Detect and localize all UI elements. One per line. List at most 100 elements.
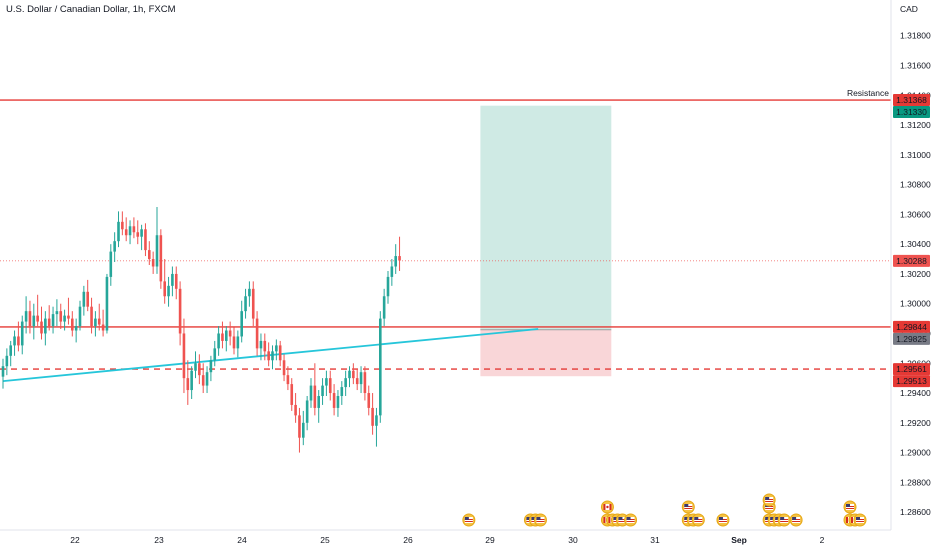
candle (336, 390, 340, 417)
resistance-label: Resistance (847, 88, 889, 98)
flag-canton (694, 517, 699, 520)
candle-body (51, 314, 55, 327)
price-label: 1.29825 (893, 332, 930, 345)
event-marker[interactable] (789, 513, 803, 527)
candle (159, 229, 163, 289)
candle (390, 259, 394, 286)
candle (198, 354, 201, 385)
event-marker[interactable] (843, 500, 867, 527)
candle (105, 273, 109, 334)
candle (36, 294, 39, 327)
candle (5, 348, 9, 376)
candle (13, 330, 16, 356)
event-marker[interactable] (462, 513, 476, 527)
candle-body (213, 348, 217, 361)
event-marker[interactable] (600, 500, 629, 527)
candle-body (282, 360, 286, 376)
flag-canton (765, 517, 770, 520)
candle (248, 281, 251, 307)
flag-band (608, 517, 611, 523)
trendline-layer[interactable] (2, 328, 539, 383)
candle (344, 370, 347, 397)
flag-us-icon (716, 513, 730, 527)
candle-body (9, 345, 12, 356)
time-tick: Sep (731, 535, 747, 545)
candle-body (359, 372, 363, 385)
candle-body (97, 318, 101, 325)
candle (267, 342, 270, 367)
flag-leaf (606, 505, 609, 509)
candle (302, 410, 305, 446)
flag-us-icon (691, 513, 705, 527)
candle (97, 303, 101, 331)
candle (232, 327, 236, 355)
candle-body (201, 375, 205, 386)
price-label-bg (893, 363, 930, 376)
candle (244, 288, 247, 319)
price-tick: 1.30600 (900, 209, 931, 219)
chart-title: U.S. Dollar / Canadian Dollar, 1h, FXCM (6, 4, 176, 15)
time-axis[interactable]: 22 23 24 25 26 29 30 31 Sep 2 (70, 535, 824, 545)
price-tick: 1.31200 (900, 120, 931, 130)
time-tick: 22 (70, 535, 80, 545)
candle-body (332, 393, 336, 408)
candle-body (101, 324, 105, 331)
event-marker[interactable] (762, 493, 791, 527)
candle (367, 385, 371, 416)
candle-body (248, 288, 251, 297)
price-label-bg (893, 332, 930, 345)
economic-events[interactable] (462, 493, 867, 527)
candle-body (132, 226, 136, 233)
price-tick: 1.29000 (900, 448, 931, 458)
candle (240, 300, 243, 343)
price-label-bg (893, 254, 930, 267)
flag-ca-icon (600, 500, 614, 514)
candle (328, 370, 332, 401)
time-tick: 30 (568, 535, 578, 545)
candle (63, 309, 66, 331)
candle-body (67, 315, 70, 319)
candle (82, 285, 86, 316)
candle-body (40, 321, 43, 334)
candle-body (155, 235, 159, 267)
price-label-text: 1.29825 (896, 334, 927, 344)
candle (263, 333, 267, 361)
flag-us-icon (624, 513, 638, 527)
candle-body (121, 221, 124, 230)
candle-body (352, 370, 355, 379)
candle (213, 340, 217, 367)
candle-body (63, 315, 66, 322)
price-label-bg (893, 106, 930, 119)
flag-canton (780, 517, 785, 520)
price-tick: 1.31600 (900, 61, 931, 71)
candle-body (32, 315, 36, 327)
candle (121, 211, 124, 236)
candle (382, 288, 386, 327)
candle-body (205, 372, 209, 386)
candle (394, 244, 397, 274)
candle (275, 339, 278, 361)
candle (228, 321, 232, 346)
candle-body (244, 296, 247, 312)
flag-canton (846, 504, 850, 507)
flag-canton (526, 517, 531, 520)
candle-body (140, 229, 143, 237)
event-marker[interactable] (624, 513, 638, 527)
candle-body (198, 363, 201, 376)
candle (290, 378, 294, 411)
candle (151, 251, 155, 274)
candle-body (167, 285, 170, 297)
candle-body (1, 366, 5, 377)
candle (359, 366, 363, 394)
position-tool[interactable] (480, 105, 612, 377)
candle-body (267, 351, 270, 361)
candle-body (20, 321, 24, 346)
event-marker[interactable] (681, 500, 705, 527)
candle (55, 299, 59, 327)
candle (305, 396, 309, 431)
event-marker[interactable] (716, 513, 730, 527)
event-marker[interactable] (523, 513, 547, 527)
candle (182, 318, 186, 394)
candle-body (174, 273, 178, 289)
